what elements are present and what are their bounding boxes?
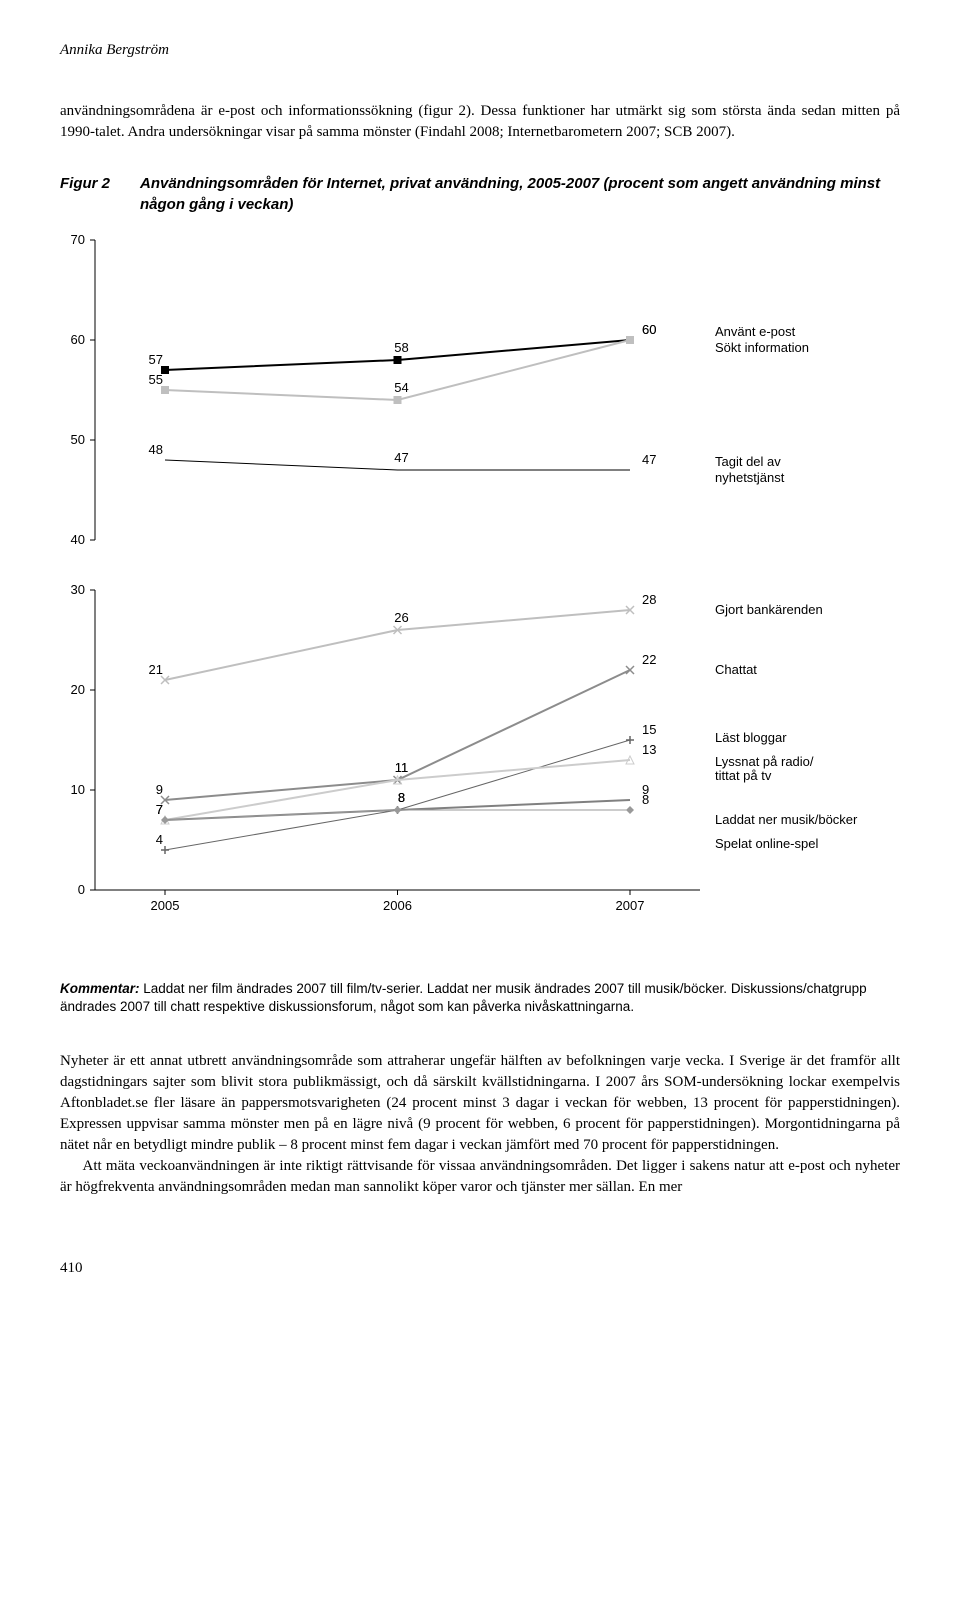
- svg-text:Läst bloggar: Läst bloggar: [715, 730, 787, 745]
- svg-text:15: 15: [642, 722, 656, 737]
- svg-text:tittat på tv: tittat på tv: [715, 768, 772, 783]
- svg-text:13: 13: [642, 742, 656, 757]
- svg-text:0: 0: [78, 882, 85, 897]
- svg-text:50: 50: [71, 432, 85, 447]
- chart-svg: 4050607057586055546048474701020302126289…: [60, 230, 900, 950]
- svg-text:30: 30: [71, 582, 85, 597]
- svg-text:8: 8: [398, 790, 405, 805]
- svg-text:Tagit del av: Tagit del av: [715, 454, 781, 469]
- svg-text:9: 9: [156, 782, 163, 797]
- svg-text:40: 40: [71, 532, 85, 547]
- svg-text:11: 11: [395, 760, 409, 775]
- svg-text:2007: 2007: [616, 898, 645, 913]
- svg-text:54: 54: [394, 380, 408, 395]
- figure-block: Figur 2 Användningsområden för Internet,…: [60, 173, 900, 950]
- svg-text:Använt e-post: Använt e-post: [715, 324, 796, 339]
- svg-text:4: 4: [156, 832, 163, 847]
- figure-caption: Användningsområden för Internet, privat …: [140, 173, 900, 215]
- svg-text:Spelat online-spel: Spelat online-spel: [715, 836, 818, 851]
- kommentar-label: Kommentar:: [60, 981, 140, 996]
- svg-text:26: 26: [394, 610, 408, 625]
- svg-text:2006: 2006: [383, 898, 412, 913]
- chart: 4050607057586055546048474701020302126289…: [60, 230, 900, 950]
- svg-text:Laddat ner musik/böcker: Laddat ner musik/böcker: [715, 812, 858, 827]
- body-paragraph-1: Nyheter är ett annat utbrett användnings…: [60, 1051, 900, 1156]
- svg-text:70: 70: [71, 232, 85, 247]
- figure-label: Figur 2: [60, 173, 140, 215]
- svg-text:10: 10: [71, 782, 85, 797]
- svg-text:Gjort bankärenden: Gjort bankärenden: [715, 602, 823, 617]
- svg-text:60: 60: [642, 322, 656, 337]
- svg-text:28: 28: [642, 592, 656, 607]
- figure-title: Figur 2 Användningsområden för Internet,…: [60, 173, 900, 215]
- svg-text:nyhetstjänst: nyhetstjänst: [715, 470, 785, 485]
- kommentar: Kommentar: Laddat ner film ändrades 2007…: [60, 980, 900, 1016]
- svg-text:58: 58: [394, 340, 408, 355]
- intro-paragraph: användningsområdena är e-post och inform…: [60, 101, 900, 143]
- svg-text:Lyssnat på radio/: Lyssnat på radio/: [715, 754, 814, 769]
- svg-text:47: 47: [642, 452, 656, 467]
- body-paragraph-2: Att mäta veckoanvändningen är inte rikti…: [60, 1156, 900, 1198]
- svg-text:48: 48: [149, 442, 163, 457]
- svg-text:47: 47: [394, 450, 408, 465]
- svg-text:7: 7: [156, 802, 163, 817]
- svg-text:22: 22: [642, 652, 656, 667]
- page-number: 410: [60, 1258, 900, 1279]
- svg-text:57: 57: [149, 352, 163, 367]
- svg-text:21: 21: [149, 662, 163, 677]
- svg-text:Chattat: Chattat: [715, 662, 757, 677]
- author-header: Annika Bergström: [60, 40, 900, 61]
- svg-text:60: 60: [71, 332, 85, 347]
- svg-text:8: 8: [642, 792, 649, 807]
- svg-text:Sökt information: Sökt information: [715, 340, 809, 355]
- kommentar-text: Laddat ner film ändrades 2007 till film/…: [60, 981, 867, 1014]
- svg-text:55: 55: [149, 372, 163, 387]
- svg-text:20: 20: [71, 682, 85, 697]
- svg-text:2005: 2005: [151, 898, 180, 913]
